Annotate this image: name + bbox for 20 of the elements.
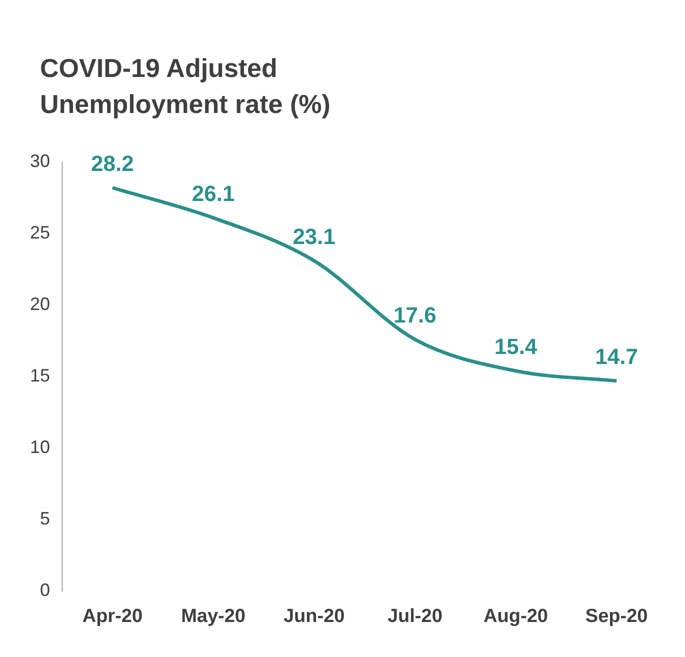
data-label: 23.1: [292, 224, 336, 249]
x-tick-label: Jul-20: [387, 606, 442, 627]
y-tick-label: 5: [40, 508, 50, 529]
data-label: 17.6: [394, 302, 436, 328]
data-label: 14.7: [595, 344, 638, 369]
data-label: 15.4: [494, 334, 538, 359]
x-tick-label: May-20: [181, 606, 246, 627]
x-tick-label: Aug-20: [484, 606, 548, 627]
y-tick-label: 20: [30, 294, 50, 314]
chart-title: COVID-19 Adjusted Unemployment rate (%): [39, 52, 332, 121]
y-tick-label: 10: [30, 437, 50, 458]
data-label: 26.1: [192, 180, 235, 206]
x-tick-label: Jun-20: [283, 606, 345, 627]
y-tick-label: 25: [30, 222, 50, 242]
y-tick-label: 30: [30, 150, 50, 171]
y-tick-label: 0: [40, 580, 50, 600]
data-label: 28.2: [91, 150, 134, 176]
x-tick-label: Apr-20: [82, 606, 143, 627]
x-tick-label: Sep-20: [585, 606, 648, 627]
y-tick-label: 15: [30, 366, 50, 386]
